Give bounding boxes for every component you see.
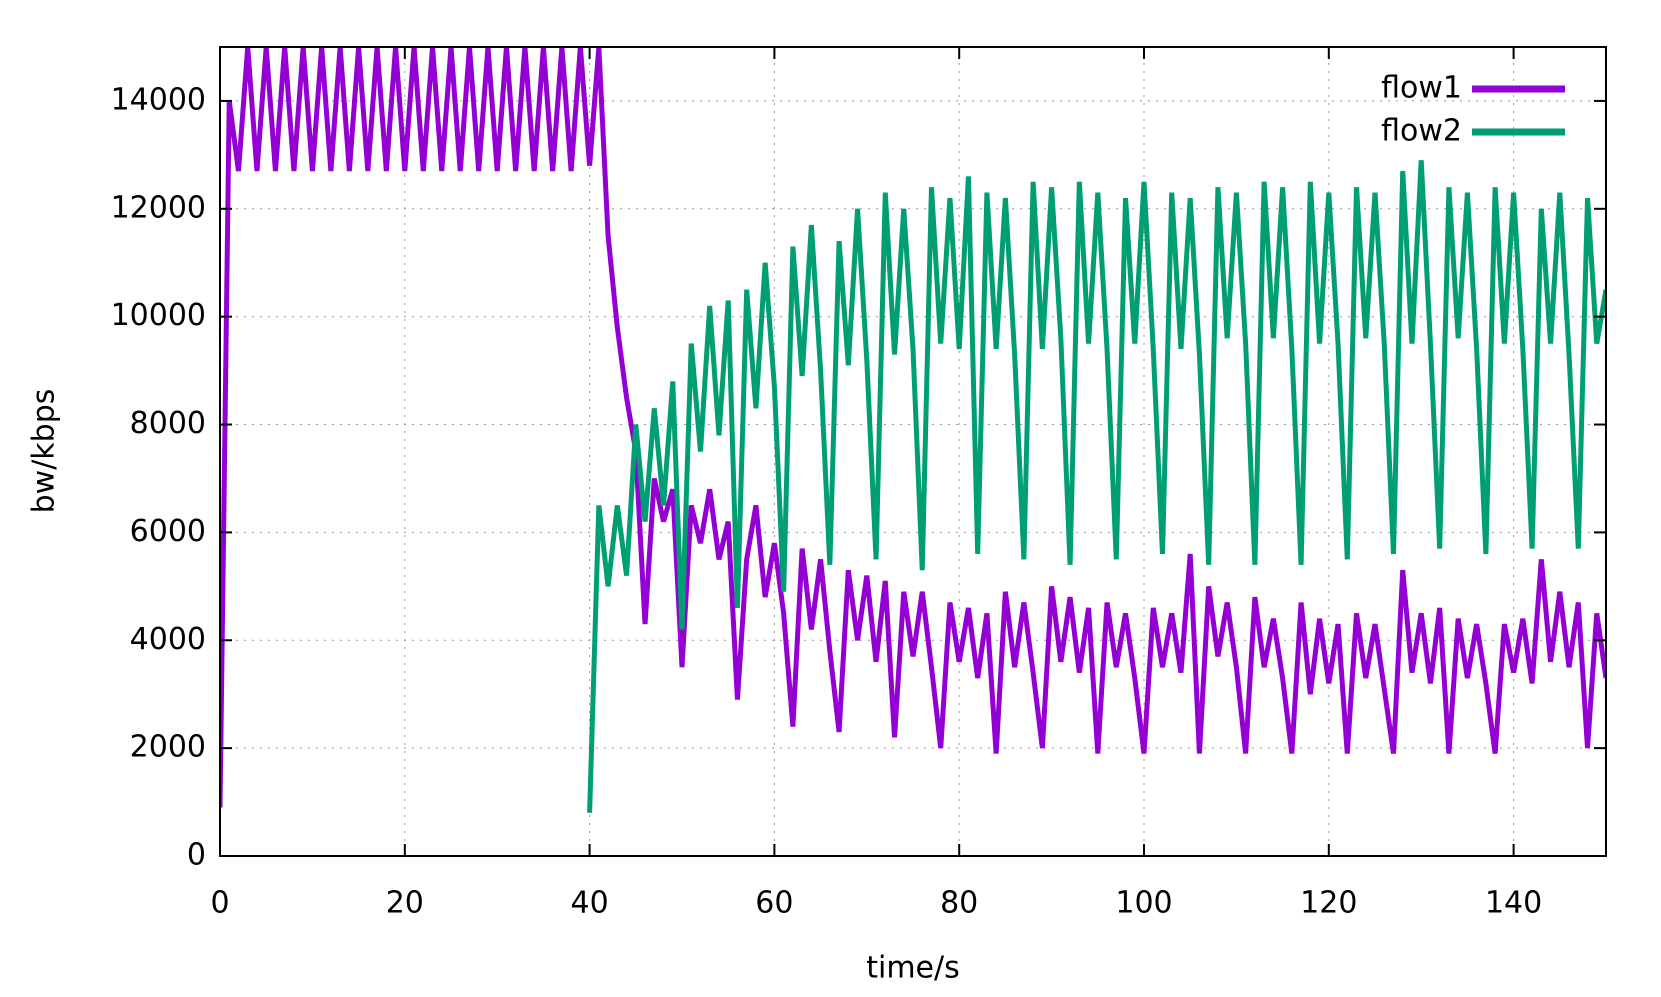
y-tick-label: 12000 (111, 190, 206, 225)
plot-frame (219, 46, 1607, 857)
x-tick-label: 0 (210, 886, 229, 921)
x-tick-label: 60 (755, 886, 793, 921)
series-line (587, 160, 1606, 813)
ticks: 0 2000 4000 6000 8000 10000 12000 14000 0 20 40 60 8… (111, 47, 1606, 921)
y-tick-label: 8000 (130, 406, 206, 441)
y-tick-label: 2000 (130, 730, 206, 765)
plot-lines (220, 47, 1606, 813)
y-tick-label: 10000 (111, 298, 206, 333)
y-tick-label: 14000 (111, 82, 206, 117)
series-line (220, 47, 1606, 808)
x-tick-label: 80 (940, 886, 978, 921)
x-tick-label: 100 (1115, 886, 1172, 921)
y-tick-label: 6000 (130, 514, 206, 549)
y-tick-label: 4000 (130, 622, 206, 657)
legend-label: flow1 (1381, 71, 1462, 106)
x-tick-label: 120 (1300, 886, 1357, 921)
y-axis-label: bw/kbps (27, 389, 62, 514)
legend: flow1 flow2 (1381, 71, 1565, 149)
x-tick-label: 140 (1485, 886, 1542, 921)
y-tick-label: 0 (187, 838, 206, 873)
x-axis-label: time/s (866, 951, 960, 986)
x-tick-label: 20 (386, 886, 424, 921)
legend-label: flow2 (1381, 114, 1462, 149)
x-tick-label: 40 (571, 886, 609, 921)
